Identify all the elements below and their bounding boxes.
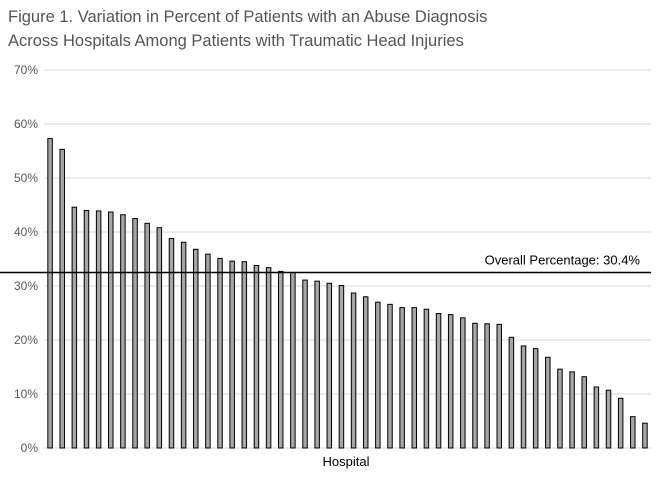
bar bbox=[472, 322, 478, 449]
bar bbox=[447, 314, 454, 449]
bar bbox=[302, 279, 308, 449]
bar bbox=[156, 227, 163, 449]
bar bbox=[265, 267, 272, 449]
bar bbox=[193, 248, 199, 449]
bar bbox=[71, 206, 78, 449]
bar bbox=[277, 270, 284, 449]
bar bbox=[108, 211, 114, 449]
y-tick-label: 20% bbox=[14, 333, 38, 347]
bar bbox=[47, 138, 53, 449]
y-tick-label: 40% bbox=[14, 225, 38, 239]
bar bbox=[217, 257, 223, 449]
chart-title-line-1: Figure 1. Variation in Percent of Patien… bbox=[8, 8, 488, 26]
bar bbox=[605, 389, 612, 449]
bar bbox=[362, 296, 369, 449]
y-tick-label: 10% bbox=[14, 387, 38, 401]
bar bbox=[95, 210, 102, 449]
bar bbox=[508, 336, 515, 449]
bar bbox=[350, 292, 357, 449]
y-tick-label: 30% bbox=[14, 279, 38, 293]
bar bbox=[205, 253, 211, 449]
bar bbox=[253, 264, 260, 449]
bar bbox=[241, 261, 248, 449]
bar bbox=[290, 272, 296, 449]
overall-percentage-label: Overall Percentage: 30.4% bbox=[485, 253, 641, 268]
bar bbox=[314, 280, 320, 449]
bar bbox=[642, 422, 648, 449]
bar bbox=[423, 308, 430, 449]
y-tick-label: 50% bbox=[14, 171, 38, 185]
y-tick-label: 60% bbox=[14, 117, 38, 131]
y-tick-label: 0% bbox=[21, 441, 39, 455]
bar bbox=[435, 313, 442, 449]
bar bbox=[387, 303, 393, 449]
bar bbox=[83, 209, 90, 449]
bar bbox=[496, 323, 502, 449]
bar bbox=[144, 222, 150, 449]
bar bbox=[411, 307, 418, 449]
bar bbox=[460, 317, 466, 449]
bar bbox=[593, 386, 600, 449]
bar bbox=[120, 214, 126, 449]
bar bbox=[375, 301, 381, 449]
y-tick-label: 70% bbox=[14, 63, 38, 77]
bar bbox=[569, 371, 575, 449]
chart-title-line-2: Across Hospitals Among Patients with Tra… bbox=[8, 32, 464, 50]
bar bbox=[59, 148, 65, 449]
bar bbox=[229, 260, 235, 449]
bar bbox=[180, 241, 187, 449]
bar bbox=[630, 416, 636, 449]
bar bbox=[545, 356, 551, 449]
bar bbox=[132, 218, 138, 449]
bar bbox=[520, 345, 527, 449]
bar bbox=[557, 368, 563, 449]
bar bbox=[326, 282, 333, 449]
bar bbox=[338, 284, 345, 449]
bar bbox=[484, 323, 490, 449]
bar bbox=[581, 376, 587, 449]
bar bbox=[532, 348, 539, 449]
bar bbox=[399, 307, 405, 449]
bar bbox=[617, 397, 624, 449]
x-axis-title: Hospital bbox=[323, 454, 370, 469]
bar bbox=[168, 237, 175, 449]
